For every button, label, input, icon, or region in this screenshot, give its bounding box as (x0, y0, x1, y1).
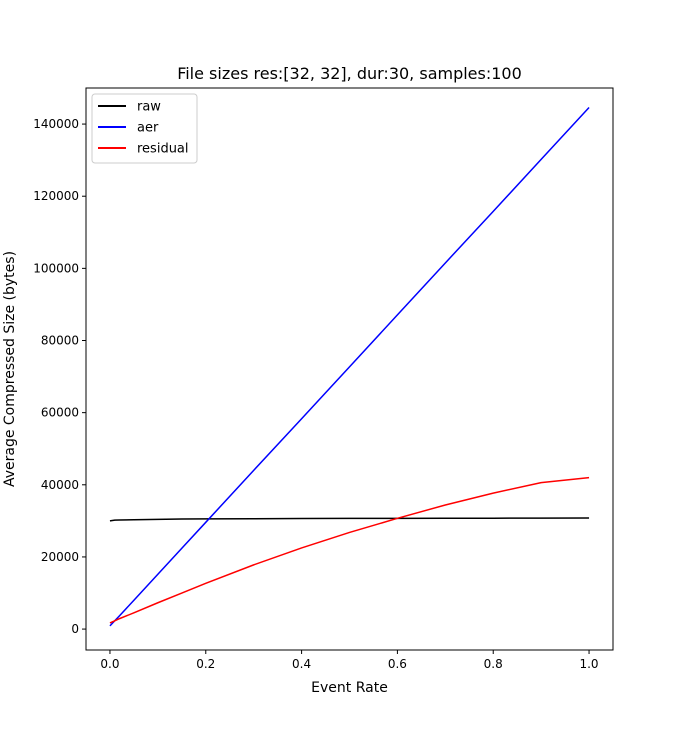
legend-label-raw: raw (137, 100, 161, 115)
y-axis: 0 20000 40000 60000 80000 100000 120000 140000 (33, 117, 86, 636)
x-tick-label: 1.0 (579, 657, 598, 671)
x-axis: 0.0 0.2 0.4 0.6 0.8 1.0 (100, 650, 599, 671)
x-tick-label: 0.0 (100, 657, 119, 671)
y-tick-label: 100000 (33, 261, 79, 275)
x-tick-label: 0.2 (196, 657, 215, 671)
y-tick-label: 60000 (41, 406, 79, 420)
legend-box (91, 93, 198, 164)
legend: raw aer residual (91, 93, 198, 164)
x-tick-label: 0.6 (388, 657, 407, 671)
plot-area-frame (85, 87, 614, 651)
y-tick-label: 140000 (33, 117, 79, 131)
chart-title: File sizes res:[32, 32], dur:30, samples… (177, 64, 522, 83)
series-layer (109, 106, 590, 627)
legend-label-aer: aer (137, 121, 159, 136)
y-tick-label: 40000 (41, 478, 79, 492)
y-tick-label: 0 (71, 622, 79, 636)
x-tick-label: 0.8 (484, 657, 503, 671)
y-axis-label: Average Compressed Size (bytes) (2, 251, 18, 487)
y-tick-label: 20000 (41, 550, 79, 564)
series-line-raw (109, 517, 590, 522)
y-tick-label: 80000 (41, 334, 79, 348)
legend-label-residual: residual (137, 142, 189, 157)
x-axis-label: Event Rate (311, 680, 388, 696)
x-tick-label: 0.4 (292, 657, 311, 671)
series-line-residual (109, 476, 590, 624)
y-tick-label: 120000 (33, 189, 79, 203)
series-line-aer (109, 106, 590, 627)
